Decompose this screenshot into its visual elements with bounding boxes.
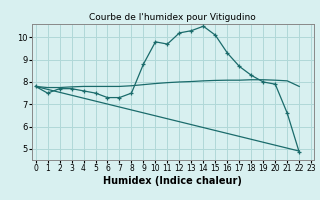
Title: Courbe de l'humidex pour Vitigudino: Courbe de l'humidex pour Vitigudino: [89, 13, 256, 22]
X-axis label: Humidex (Indice chaleur): Humidex (Indice chaleur): [103, 176, 242, 186]
